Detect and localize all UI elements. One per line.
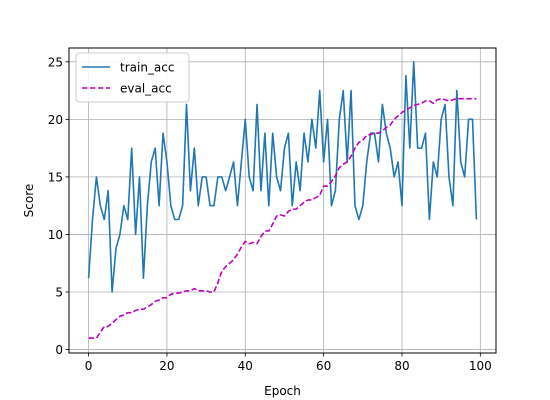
y-tick-label: 15 <box>48 170 63 184</box>
plot-frame <box>68 47 497 354</box>
x-tick-label: 0 <box>85 359 93 373</box>
plot-series <box>87 61 478 339</box>
y-axis-label: Score <box>22 184 36 218</box>
y-tick-label: 0 <box>55 343 63 357</box>
x-tick-label: 100 <box>469 359 492 373</box>
x-tick-label: 20 <box>159 359 174 373</box>
y-tick-label: 20 <box>48 113 63 127</box>
y-ticks: 0 5 10 15 20 25 <box>48 55 69 357</box>
series-line-train-acc <box>87 61 478 293</box>
x-ticks: 0 20 40 60 80 100 <box>85 353 492 373</box>
x-tick-label: 40 <box>238 359 253 373</box>
series-line-eval-acc <box>88 97 477 339</box>
legend-label-train-acc: train_acc <box>120 61 174 75</box>
x-tick-label: 80 <box>394 359 409 373</box>
y-tick-label: 25 <box>48 55 63 69</box>
legend: train_acc eval_acc <box>75 52 190 103</box>
legend-box <box>75 52 190 103</box>
y-tick-label: 5 <box>55 286 63 300</box>
x-axis-label: Epoch <box>264 384 301 398</box>
x-tick-label: 60 <box>316 359 331 373</box>
legend-label-eval-acc: eval_acc <box>120 82 172 96</box>
y-tick-label: 10 <box>48 228 63 242</box>
